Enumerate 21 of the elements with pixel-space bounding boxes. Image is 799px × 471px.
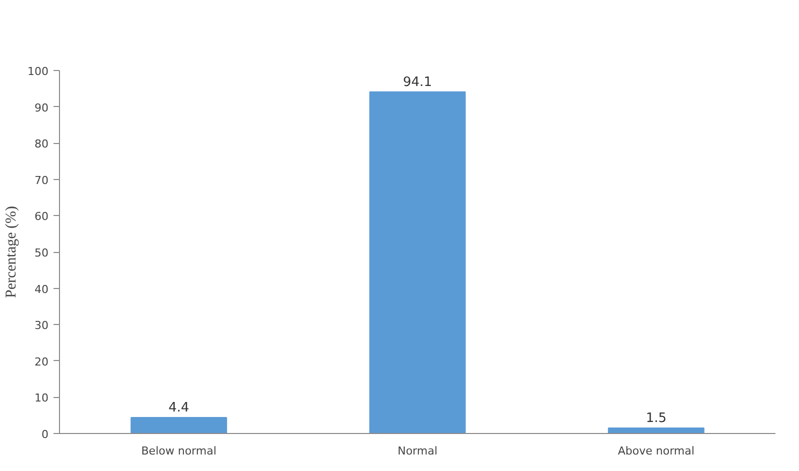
y-axis-title: Percentage (%): [4, 206, 20, 298]
y-tick-label: 0: [42, 428, 48, 441]
bar: [130, 417, 228, 434]
x-tick-label: Normal: [398, 444, 438, 458]
data-label: 94.1: [403, 74, 432, 90]
y-tick-label: 30: [34, 319, 49, 332]
y-tick-label: 50: [34, 246, 49, 260]
bar: [369, 91, 466, 434]
y-tick-label: 60: [34, 210, 49, 224]
y-tick-label: 70: [34, 174, 49, 187]
data-label: 1.5: [646, 411, 667, 426]
y-tick-label: 10: [34, 392, 49, 405]
y-tick-label: 80: [34, 138, 49, 151]
bar: [608, 428, 704, 434]
y-tick-label: 20: [34, 355, 49, 368]
x-tick-label: Below normal: [141, 444, 216, 458]
y-tick-label: 40: [34, 282, 49, 296]
y-tick-label: 100: [28, 65, 49, 78]
x-tick-label: Above normal: [618, 444, 694, 458]
data-label: 4.4: [168, 400, 190, 416]
y-tick-label: 90: [34, 101, 49, 114]
